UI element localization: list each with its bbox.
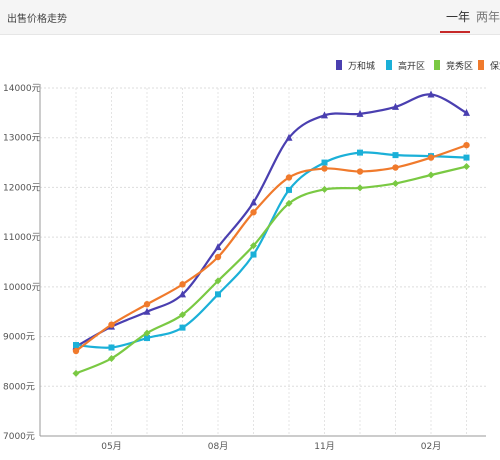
legend-label: 万和城 — [348, 62, 376, 72]
data-point-marker — [286, 186, 292, 193]
data-point-marker — [427, 90, 435, 98]
data-point-marker — [250, 198, 257, 206]
data-point-marker — [108, 354, 115, 362]
data-point-marker — [463, 163, 470, 171]
data-point-marker — [463, 154, 470, 161]
y-tick-label: 10000元 — [3, 283, 41, 293]
x-tick-label: 08月 — [208, 441, 228, 452]
legend-swatch — [478, 60, 484, 70]
legend-label: 保定 — [490, 62, 500, 72]
data-point-marker — [392, 179, 399, 187]
data-point-marker — [214, 243, 222, 251]
data-point-marker — [356, 168, 364, 175]
chart-header: 出售价格走势 一年 两年 — [0, 0, 500, 35]
data-point-marker — [321, 185, 328, 193]
data-point-marker — [250, 242, 257, 250]
y-tick-label: 8000元 — [3, 382, 35, 392]
data-point-marker — [73, 342, 79, 349]
data-point-marker — [72, 347, 80, 355]
data-point-marker — [179, 311, 186, 319]
data-point-marker — [392, 152, 399, 159]
y-tick-label: 7000元 — [3, 432, 35, 442]
data-point-marker — [179, 290, 186, 298]
y-tick-label: 9000元 — [3, 333, 35, 343]
data-point-marker — [108, 321, 115, 328]
data-point-marker — [143, 301, 151, 308]
data-point-marker — [108, 344, 115, 351]
data-point-marker — [179, 281, 186, 288]
y-tick-label: 11000元 — [3, 233, 41, 243]
legend-swatch — [434, 60, 440, 70]
active-tab-indicator — [440, 31, 470, 33]
legend-label: 竞秀区 — [446, 62, 474, 72]
y-tick-label: 13000元 — [3, 134, 41, 144]
data-point-marker — [144, 335, 150, 342]
data-point-marker — [215, 291, 221, 298]
data-point-marker — [392, 102, 399, 110]
data-point-marker — [356, 184, 364, 192]
data-point-marker — [179, 324, 186, 331]
data-point-marker — [143, 307, 151, 315]
data-point-marker — [463, 108, 470, 116]
data-point-marker — [214, 253, 222, 261]
data-point-marker — [427, 171, 435, 179]
data-point-marker — [285, 174, 293, 181]
legend-swatch — [336, 60, 342, 70]
data-point-marker — [285, 199, 293, 207]
data-point-marker — [321, 159, 328, 166]
data-point-marker — [321, 165, 328, 172]
data-point-marker — [250, 209, 257, 216]
data-point-marker — [321, 111, 328, 119]
series-line — [75, 144, 467, 352]
data-point-marker — [356, 109, 364, 117]
data-point-marker — [392, 164, 399, 171]
tab-two-year[interactable]: 两年 — [476, 10, 500, 24]
tab-one-year[interactable]: 一年 — [446, 10, 471, 24]
x-tick-label: 05月 — [101, 441, 121, 452]
data-point-marker — [463, 141, 470, 149]
legend-swatch — [386, 60, 392, 70]
x-tick-label: 11月 — [314, 441, 334, 452]
data-point-marker — [250, 251, 257, 258]
data-point-marker — [72, 369, 80, 377]
x-tick-label: 02月 — [421, 441, 441, 452]
data-point-marker — [285, 133, 293, 141]
series-line — [75, 165, 467, 375]
data-point-marker — [427, 154, 435, 161]
data-point-marker — [143, 329, 151, 337]
chart-title: 出售价格走势 — [7, 14, 67, 25]
data-point-marker — [214, 277, 222, 285]
data-point-marker — [357, 149, 363, 156]
legend-label: 高开区 — [398, 62, 426, 72]
y-tick-label: 12000元 — [3, 183, 41, 193]
y-tick-label: 14000元 — [3, 84, 41, 94]
